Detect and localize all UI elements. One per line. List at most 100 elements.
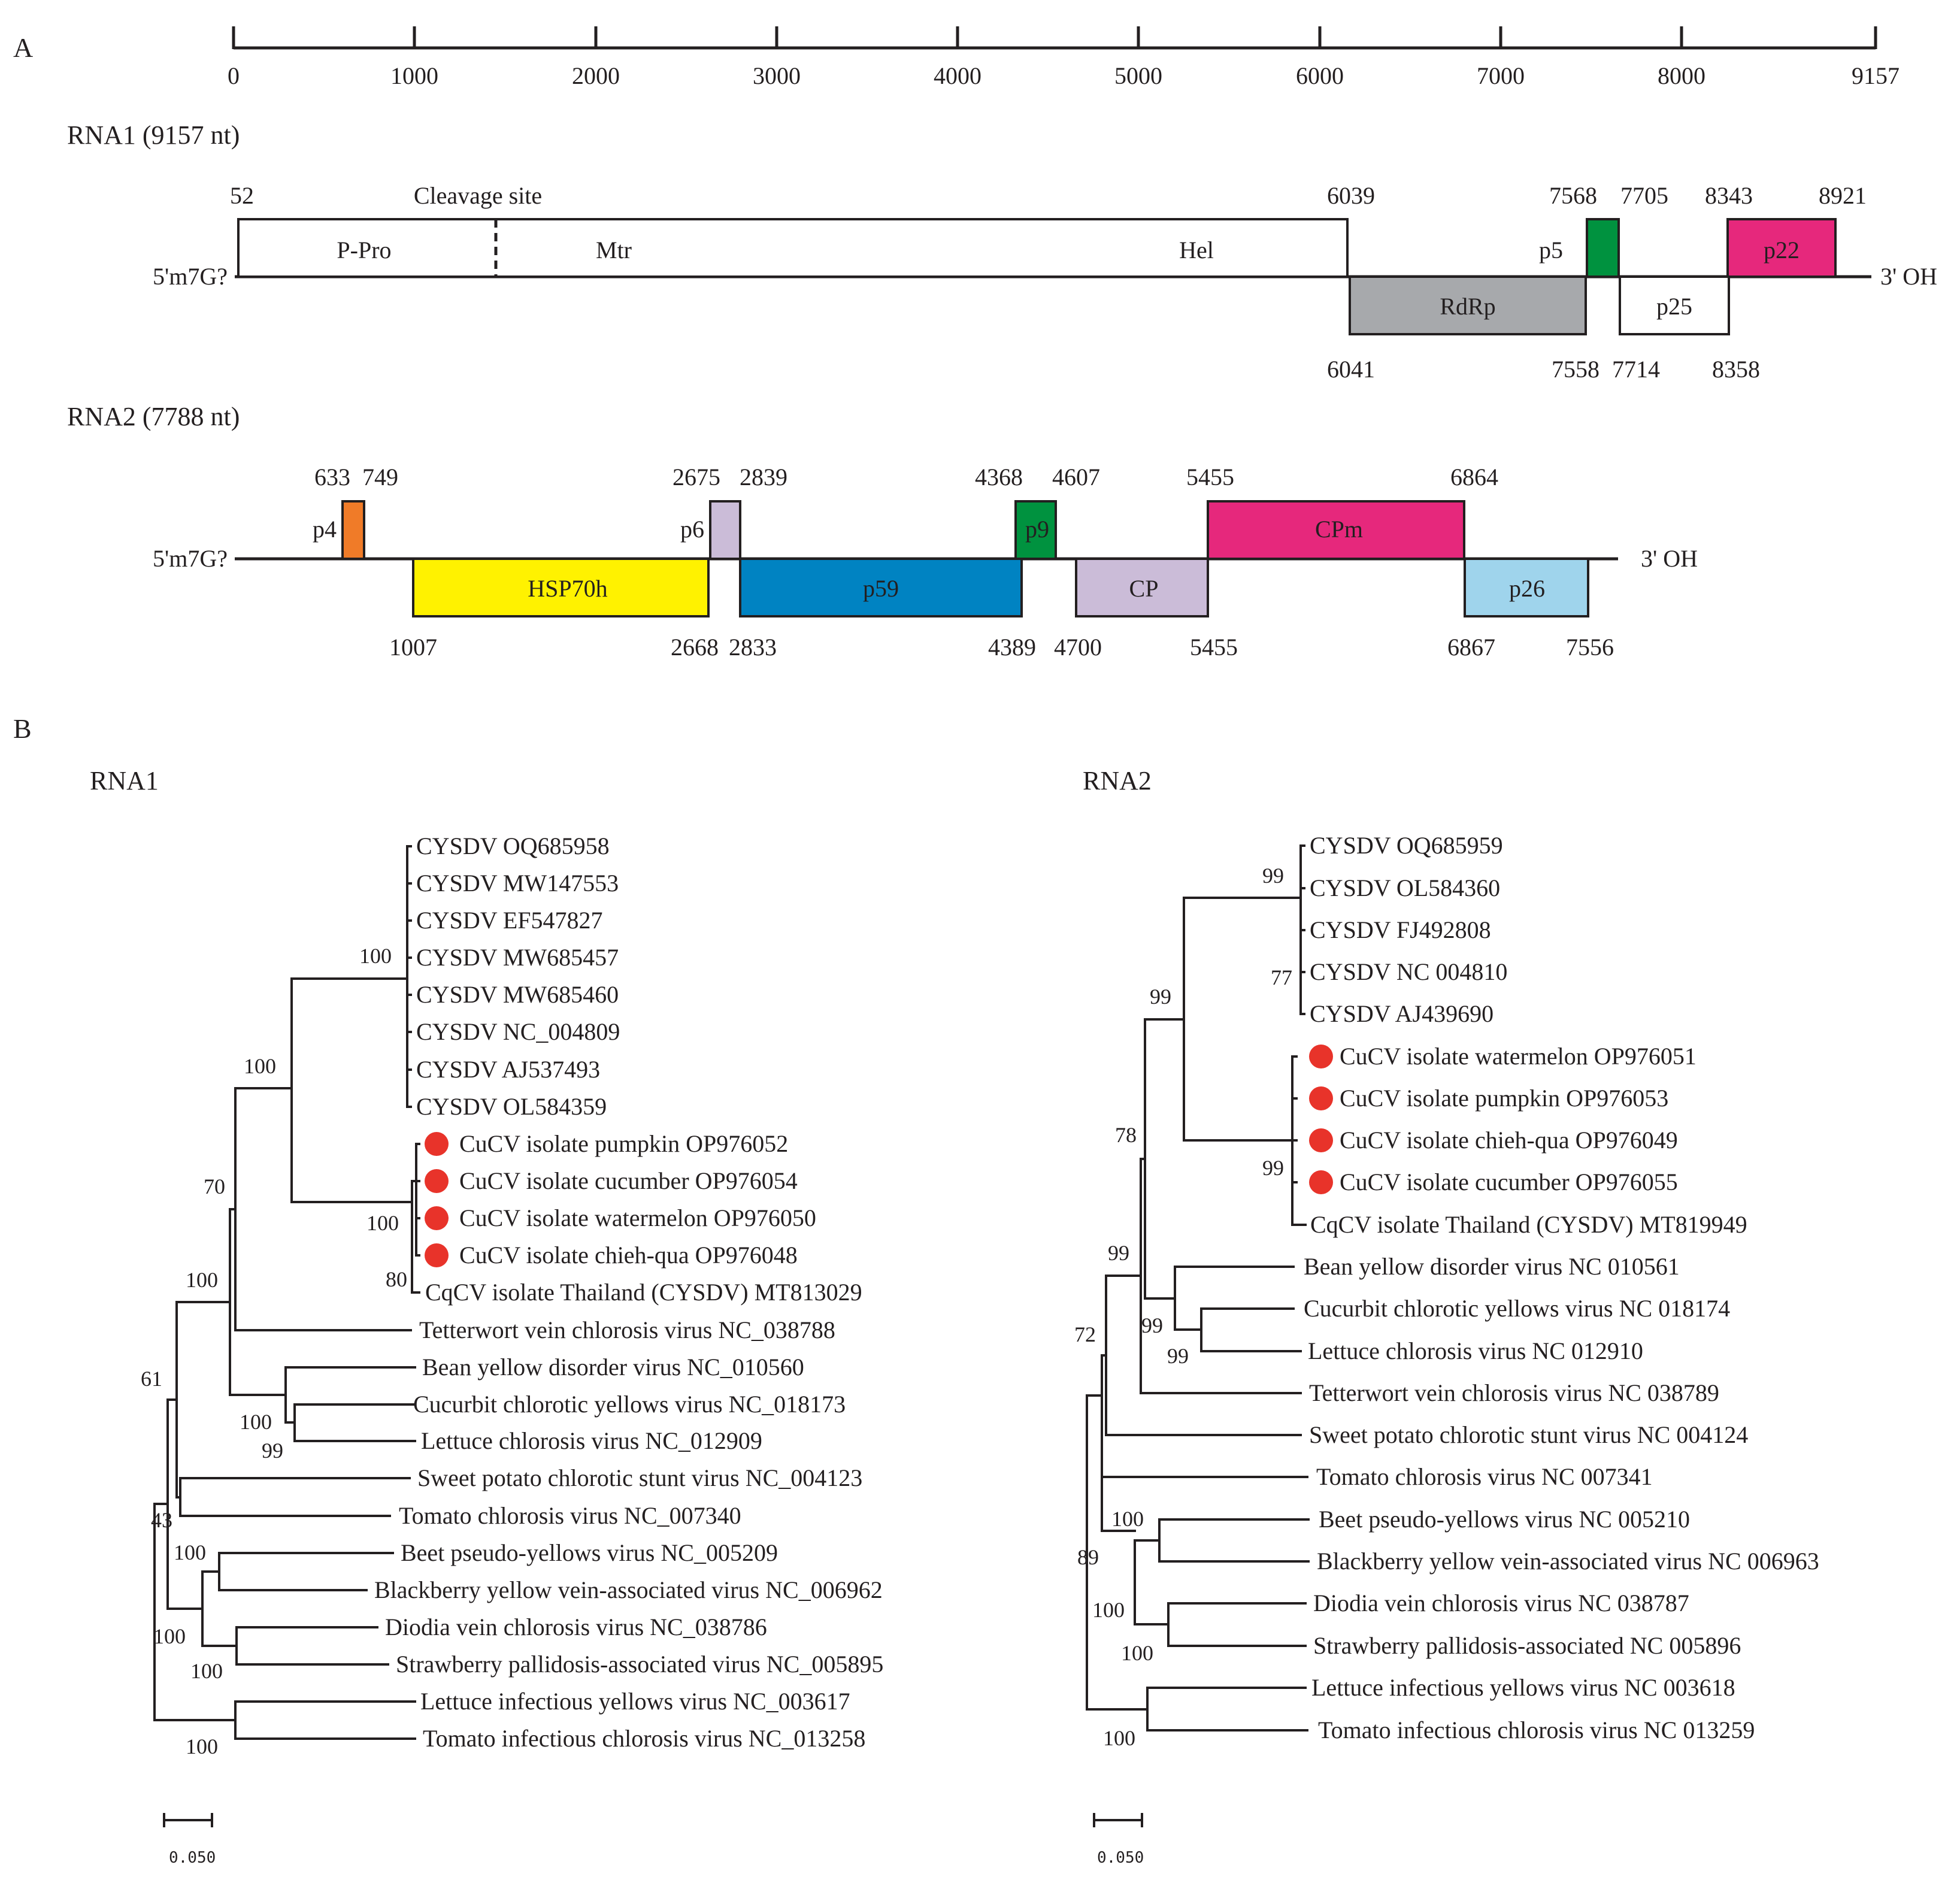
tree-rna1-taxon: Cucurbit chlorotic yellows virus NC_0181… — [413, 1391, 846, 1418]
rna1-domain-ppro: P-Pro — [337, 237, 391, 264]
rna2-coord-start-cpm: 5455 — [1186, 464, 1234, 491]
rna2-orf-p59-label: p59 — [863, 575, 899, 602]
rna2-orf-cp — [1075, 558, 1209, 617]
rna1-orf-p25 — [1619, 276, 1730, 335]
rna1-orf-p22 — [1726, 218, 1837, 278]
tree-rna2-taxon: CuCV isolate pumpkin OP976053 — [1340, 1085, 1668, 1112]
tree-rna2-taxon: CYSDV OL584360 — [1310, 874, 1500, 901]
rna1-title: RNA1 (9157 nt) — [67, 120, 240, 150]
rna2-coord-start-p4: 633 — [314, 464, 350, 491]
rna2-orf-p9 — [1014, 500, 1057, 560]
rna2-coord-start-p9: 4368 — [975, 464, 1023, 491]
tree-rna1-taxon: Blackberry yellow vein-associated virus … — [374, 1576, 883, 1603]
tree-rna1-taxon: CYSDV AJ537493 — [416, 1056, 600, 1083]
axis-tick-7000: 7000 — [1477, 62, 1525, 89]
rna2-orf-hsp70h — [412, 558, 710, 617]
tree-rna1-taxon: Lettuce chlorosis virus NC_012909 — [421, 1427, 762, 1454]
tree-rna1-bootstrap: 100 — [186, 1734, 218, 1758]
rna2-orf-p6-label: p6 — [680, 516, 704, 543]
rna2-orf-cpm-label: CPm — [1315, 516, 1363, 543]
tree-rna2-scale-bar — [1093, 1813, 1143, 1827]
axis-tick-4000: 4000 — [934, 62, 981, 89]
tree-rna1-bootstrap: 43 — [151, 1508, 172, 1532]
rna2-coord-end-p59: 4389 — [988, 634, 1036, 661]
axis-tick-5000: 5000 — [1114, 62, 1162, 89]
rna1-coord-end-replicase: 6039 — [1327, 182, 1375, 209]
rna2-orf-p4 — [341, 500, 365, 560]
panel-label-b: B — [13, 713, 32, 744]
rna2-3prime-end: 3' OH — [1641, 545, 1698, 572]
tree-rna1-bootstrap: 99 — [262, 1439, 283, 1463]
tree-rna1-taxon: CYSDV MW147553 — [416, 870, 619, 897]
tree-rna1-taxon: CuCV isolate pumpkin OP976052 — [459, 1130, 788, 1157]
tree-rna2-taxon: Tomato chlorosis virus NC 007341 — [1316, 1463, 1653, 1490]
tree-rna1-bootstrap: 80 — [386, 1267, 407, 1291]
tree-rna2-highlights — [1309, 1045, 1333, 1194]
tree-rna1-bootstrap: 70 — [204, 1174, 225, 1198]
tree-rna1-taxon: Lettuce infectious yellows virus NC_0036… — [420, 1688, 850, 1715]
highlight-dot — [425, 1206, 449, 1230]
tree-rna1-branches — [153, 845, 420, 1740]
tree-rna1-taxon: CYSDV EF547827 — [416, 907, 603, 934]
highlight-dot — [1309, 1045, 1333, 1068]
rna2-coord-end-p26: 7556 — [1566, 634, 1614, 661]
tree-rna1-taxon: CuCV isolate watermelon OP976050 — [459, 1204, 816, 1231]
tree-rna1-highlights — [425, 1132, 449, 1267]
rna2-coord-start-p6: 2675 — [672, 464, 720, 491]
tree-rna1-taxon: Strawberry pallidosis-associated virus N… — [396, 1651, 883, 1678]
tree-rna2-taxon: CuCV isolate cucumber OP976055 — [1340, 1169, 1678, 1195]
tree-rna1-taxon: Diodia vein chlorosis virus NC_038786 — [385, 1614, 767, 1640]
tree-rna1-taxon: CYSDV MW685457 — [416, 944, 619, 971]
axis-tick-3000: 3000 — [753, 62, 801, 89]
axis-tick-8000: 8000 — [1658, 62, 1705, 89]
tree-rna2-bootstrap: 99 — [1262, 864, 1284, 888]
rna2-coord-end-p9: 4607 — [1052, 464, 1100, 491]
rna1-orf-p25-label: p25 — [1656, 293, 1692, 320]
tree-rna2-bootstrap: 100 — [1111, 1507, 1144, 1531]
tree-rna1-bootstrap: 100 — [366, 1211, 399, 1235]
rna2-orf-p4-label: p4 — [313, 516, 337, 543]
rna1-cleavage-label: Cleavage site — [414, 182, 542, 209]
rna1-orf-rdrp-label: RdRp — [1440, 293, 1495, 320]
tree-rna2-taxon: CqCV isolate Thailand (CYSDV) MT819949 — [1310, 1211, 1747, 1238]
rna1-3prime-end: 3' OH — [1880, 263, 1937, 290]
axis-tick-9157: 9157 — [1852, 62, 1900, 89]
tree-rna2-taxon: CuCV isolate chieh-qua OP976049 — [1340, 1127, 1678, 1154]
tree-rna2-title: RNA2 — [1083, 766, 1152, 795]
tree-rna2-bootstrap: 99 — [1150, 985, 1171, 1009]
rna2-title: RNA2 (7788 nt) — [67, 402, 240, 431]
tree-rna2-bootstrap: 77 — [1271, 965, 1292, 989]
rna2-coord-end-cpm: 6864 — [1450, 464, 1498, 491]
tree-rna2-taxon: Tetterwort vein chlorosis virus NC 03878… — [1309, 1379, 1719, 1406]
axis-tick-1000: 1000 — [390, 62, 438, 89]
rna1-orf-p5-label: p5 — [1539, 237, 1563, 264]
tree-rna1-taxon: CYSDV NC_004809 — [416, 1018, 620, 1045]
tree-rna1-taxon: Tetterwort vein chlorosis virus NC_03878… — [419, 1316, 835, 1343]
tree-rna2-bootstrap: 99 — [1141, 1313, 1163, 1337]
rna1-coord-end-p25: 8358 — [1712, 356, 1760, 383]
tree-rna1-taxon: Bean yellow disorder virus NC_010560 — [422, 1354, 804, 1381]
length-ruler — [232, 26, 1877, 50]
rna2-orf-cp-label: CP — [1129, 575, 1159, 602]
rna1-orf-p22-label: p22 — [1764, 237, 1800, 264]
rna2-coord-end-hsp70h: 2668 — [671, 634, 719, 661]
tree-rna1-bootstrap: 100 — [190, 1659, 223, 1683]
highlight-dot — [425, 1132, 449, 1156]
tree-rna2-taxon: Blackberry yellow vein-associated virus … — [1317, 1548, 1819, 1575]
rna1-coord-start-rdrp: 6041 — [1327, 356, 1375, 383]
tree-rna2-branches — [1086, 844, 1310, 1731]
rna2-coord-start-hsp70h: 1007 — [389, 634, 437, 661]
rna1-5prime-cap: 5'm7G? — [153, 263, 228, 290]
rna2-coord-end-p6: 2839 — [740, 464, 787, 491]
tree-rna2-taxon: CYSDV NC 004810 — [1310, 958, 1507, 985]
tree-rna1-bootstrap: 100 — [244, 1054, 276, 1078]
tree-rna1-bootstrap: 61 — [141, 1367, 162, 1391]
tree-rna2-taxon: Bean yellow disorder virus NC 010561 — [1304, 1253, 1680, 1280]
tree-rna2-taxon: Strawberry pallidosis-associated NC 0058… — [1313, 1632, 1741, 1659]
tree-rna1-taxon: CuCV isolate chieh-qua OP976048 — [459, 1242, 798, 1269]
rna1-coord-end-p5: 7705 — [1620, 182, 1668, 209]
rna1-coord-start-p5: 7568 — [1549, 182, 1597, 209]
tree-rna1-bootstrap: 100 — [240, 1410, 272, 1434]
highlight-dot — [1309, 1086, 1333, 1110]
tree-rna1-taxon: CYSDV OQ685958 — [416, 833, 610, 859]
